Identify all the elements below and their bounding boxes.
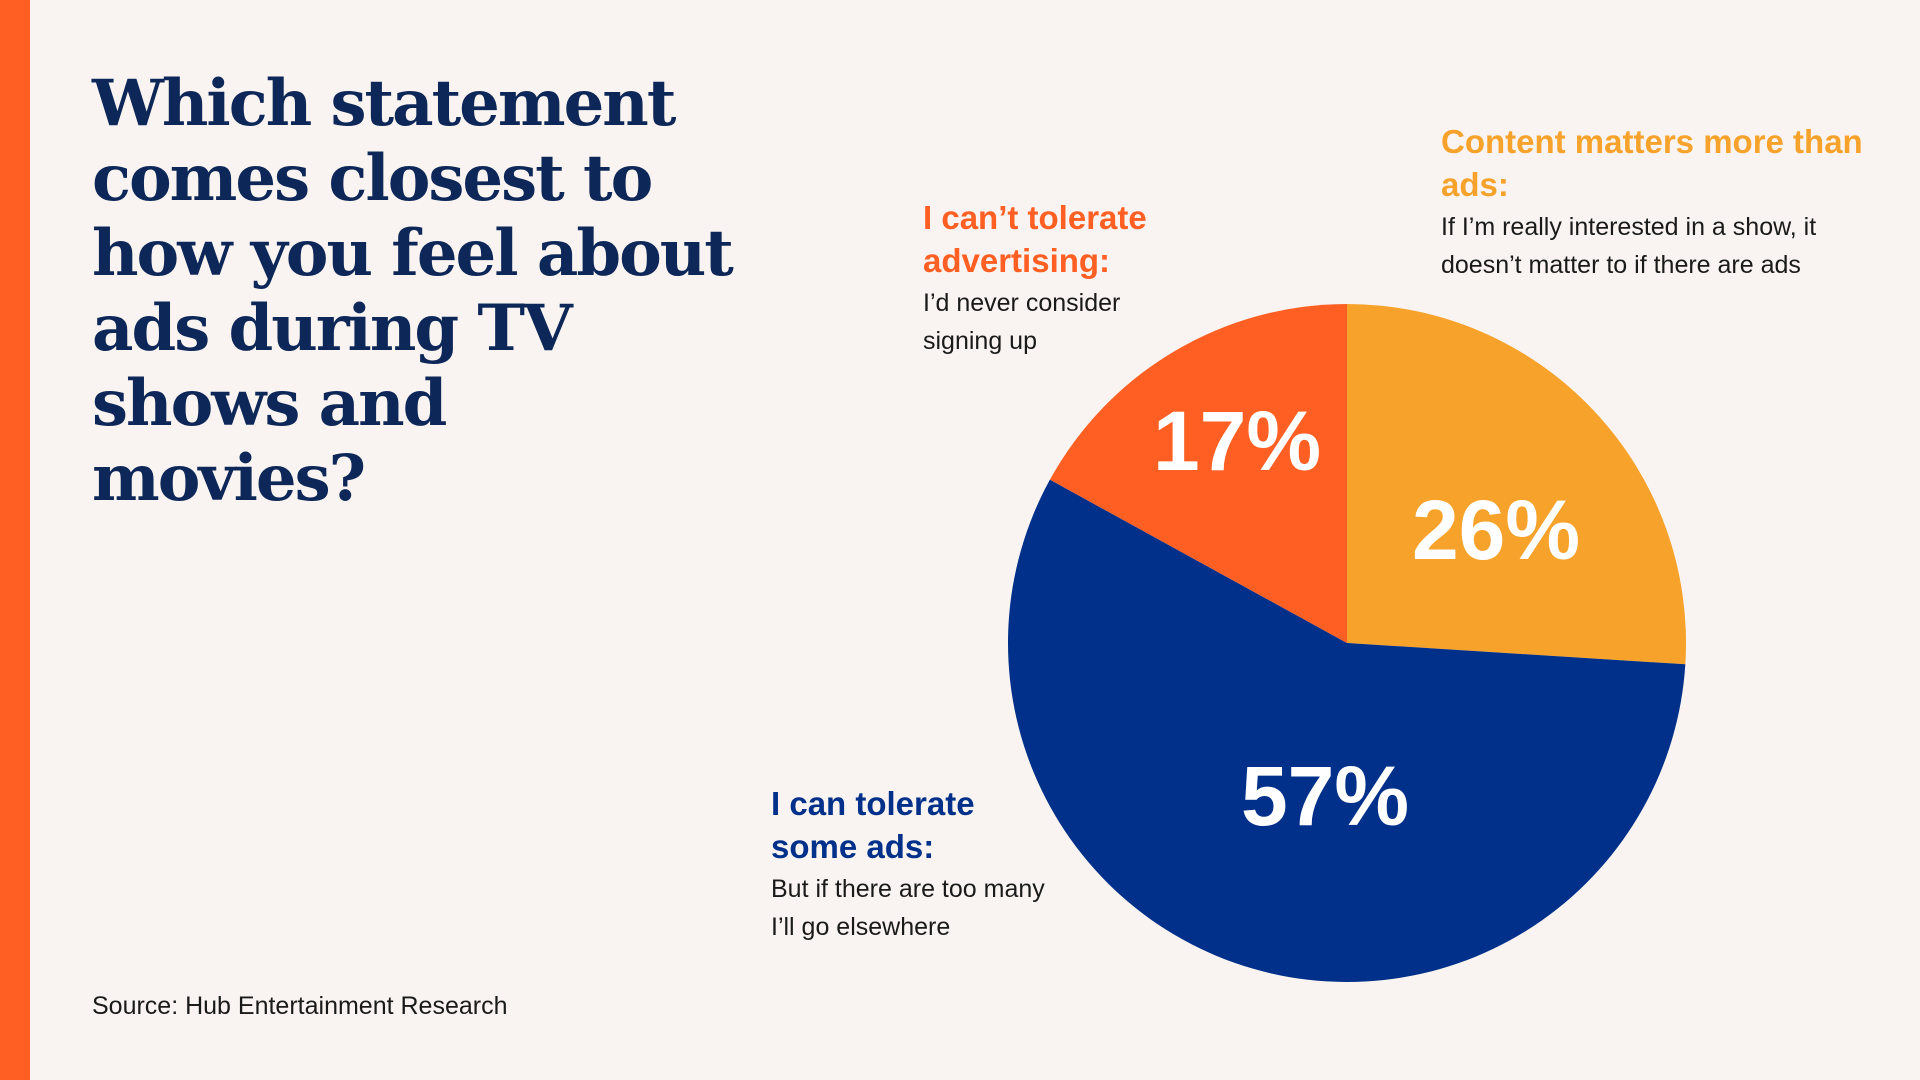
page-title: Which statement comes closest to how you…: [92, 66, 734, 516]
pie-slice: [1347, 304, 1687, 665]
slice-label: 26%: [1412, 483, 1580, 577]
legend-heading: I can tolerate some ads:: [771, 785, 975, 865]
source-note: Source: Hub Entertainment Research: [92, 992, 508, 1020]
accent-bar: [0, 0, 30, 1080]
legend-heading: I can’t tolerate advertising:: [923, 199, 1147, 279]
legend-description: But if there are too many I’ll go elsewh…: [771, 875, 1045, 941]
legend-description: I’d never consider signing up: [923, 289, 1121, 355]
legend-cant-tolerate: I can’t tolerate advertising: I’d never …: [923, 196, 1223, 360]
slice-label: 57%: [1241, 749, 1409, 843]
pie-slice: [1007, 479, 1686, 982]
pie-slice: [1049, 304, 1347, 643]
legend-content-matters: Content matters more than ads: If I’m re…: [1441, 120, 1901, 284]
legend-description: If I’m really interested in a show, it d…: [1441, 213, 1817, 279]
slice-label: 17%: [1153, 394, 1321, 488]
legend-can-tolerate: I can tolerate some ads: But if there ar…: [771, 782, 1071, 946]
legend-heading: Content matters more than ads:: [1441, 123, 1863, 203]
